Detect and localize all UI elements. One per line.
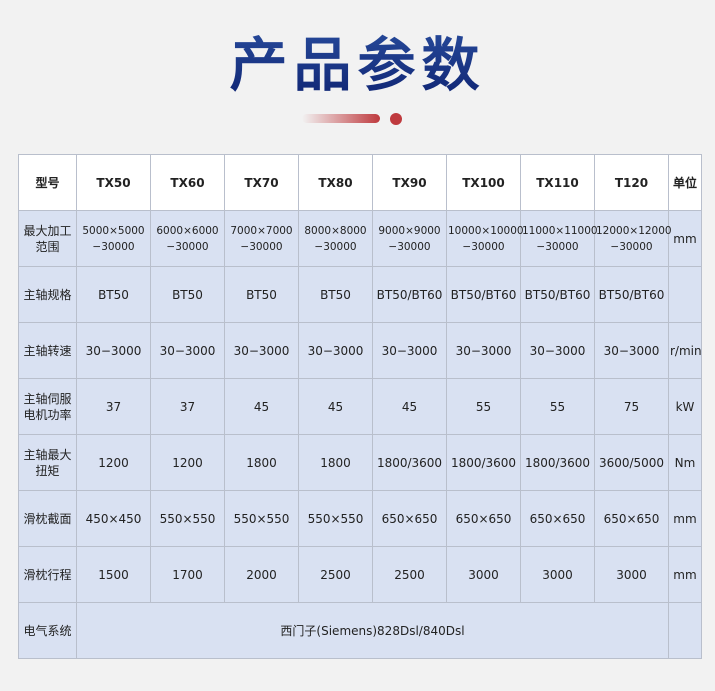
table-cell: 75 bbox=[594, 378, 669, 435]
table-cell: 10000×10000 −30000 bbox=[446, 210, 524, 267]
table-cell: 650×650 bbox=[446, 490, 521, 547]
unit-cell bbox=[668, 266, 702, 323]
table-cell: 450×450 bbox=[76, 490, 151, 547]
row-label: 滑枕截面 bbox=[18, 490, 77, 547]
table-cell: 1800/3600 bbox=[520, 434, 595, 491]
table-cell: 37 bbox=[150, 378, 225, 435]
table-cell: BT50 bbox=[298, 266, 373, 323]
title-underline-gradient bbox=[302, 114, 380, 123]
column-header: TX70 bbox=[224, 154, 299, 211]
table-row: 主轴最大扭矩 1200 1200 1800 1800 1800/3600 1800/3600… bbox=[18, 434, 702, 491]
column-header: TX50 bbox=[76, 154, 151, 211]
table-cell: 650×650 bbox=[520, 490, 595, 547]
table-cell: 3000 bbox=[446, 546, 521, 603]
column-header: T120 bbox=[594, 154, 669, 211]
row-label: 电气系统 bbox=[18, 602, 77, 659]
table-cell: 11000×11000 −30000 bbox=[520, 210, 598, 267]
row-label: 主轴伺服电机功率 bbox=[18, 378, 77, 435]
column-header: 单位 bbox=[668, 154, 702, 211]
table-cell: 45 bbox=[298, 378, 373, 435]
table-cell: 45 bbox=[372, 378, 447, 435]
column-header: TX80 bbox=[298, 154, 373, 211]
table-cell: 30−3000 bbox=[520, 322, 595, 379]
row-label: 主轴规格 bbox=[18, 266, 77, 323]
table-row: 主轴转速 30−3000 30−3000 30−3000 30−3000 30−3000 3… bbox=[18, 322, 702, 379]
table-cell: BT50/BT60 bbox=[520, 266, 595, 323]
table-cell: 650×650 bbox=[372, 490, 447, 547]
table-cell: 2500 bbox=[298, 546, 373, 603]
table-cell: 8000×8000 −30000 bbox=[298, 210, 373, 267]
table-cell: 1800 bbox=[224, 434, 299, 491]
table-cell: 2500 bbox=[372, 546, 447, 603]
table-cell: 1700 bbox=[150, 546, 225, 603]
table-cell: 9000×9000 −30000 bbox=[372, 210, 447, 267]
title-underline-dot bbox=[390, 113, 402, 125]
table-cell: BT50/BT60 bbox=[372, 266, 447, 323]
table-cell: 55 bbox=[520, 378, 595, 435]
table-cell: 550×550 bbox=[150, 490, 225, 547]
table-cell: 550×550 bbox=[298, 490, 373, 547]
table-cell: 55 bbox=[446, 378, 521, 435]
table-cell: 3600/5000 bbox=[594, 434, 669, 491]
table-cell: 45 bbox=[224, 378, 299, 435]
table-cell: BT50 bbox=[224, 266, 299, 323]
table-cell: 30−3000 bbox=[150, 322, 225, 379]
unit-cell: r/min bbox=[668, 322, 702, 379]
table-cell: 7000×7000 −30000 bbox=[224, 210, 299, 267]
table-cell: 30−3000 bbox=[446, 322, 521, 379]
table-row: 滑枕行程 1500 1700 2000 2500 2500 3000 3000 3000 mm bbox=[18, 546, 702, 603]
table-cell: 30−3000 bbox=[298, 322, 373, 379]
row-label: 最大加工范围 bbox=[18, 210, 77, 267]
table-cell: 1800/3600 bbox=[372, 434, 447, 491]
row-label: 主轴最大扭矩 bbox=[18, 434, 77, 491]
unit-cell bbox=[668, 602, 702, 659]
column-header: TX110 bbox=[520, 154, 595, 211]
unit-cell: Nm bbox=[668, 434, 702, 491]
table-cell: BT50/BT60 bbox=[446, 266, 521, 323]
unit-cell: mm bbox=[668, 490, 702, 547]
table-cell: 6000×6000 −30000 bbox=[150, 210, 225, 267]
table-cell: 30−3000 bbox=[594, 322, 669, 379]
table-cell: 1500 bbox=[76, 546, 151, 603]
table-cell: 37 bbox=[76, 378, 151, 435]
row-label: 主轴转速 bbox=[18, 322, 77, 379]
table-cell: 西门子(Siemens)828Dsl/840Dsl bbox=[76, 602, 669, 659]
table-cell: BT50 bbox=[150, 266, 225, 323]
page-title: 产品参数 bbox=[0, 18, 715, 102]
table-row: 主轴伺服电机功率 37 37 45 45 45 55 55 75 kW bbox=[18, 378, 702, 435]
table-cell: 3000 bbox=[520, 546, 595, 603]
table-row: 主轴规格 BT50 BT50 BT50 BT50 BT50/BT60 BT50/BT60 BT… bbox=[18, 266, 702, 323]
table-cell: 550×550 bbox=[224, 490, 299, 547]
table-cell: 2000 bbox=[224, 546, 299, 603]
spec-table: 型号 TX50 TX60 TX70 TX80 TX90 TX100 TX110 T120 单位 最大… bbox=[18, 154, 702, 659]
table-cell: 30−3000 bbox=[372, 322, 447, 379]
unit-cell: mm bbox=[668, 210, 702, 267]
table-cell: 1200 bbox=[76, 434, 151, 491]
unit-cell: kW bbox=[668, 378, 702, 435]
table-cell: 1800 bbox=[298, 434, 373, 491]
table-cell: 12000×12000 −30000 bbox=[594, 210, 672, 267]
table-row: 滑枕截面 450×450 550×550 550×550 550×550 650×650 6… bbox=[18, 490, 702, 547]
table-cell: 1800/3600 bbox=[446, 434, 521, 491]
table-row-electrical: 电气系统 西门子(Siemens)828Dsl/840Dsl bbox=[18, 602, 702, 659]
table-cell: 3000 bbox=[594, 546, 669, 603]
unit-cell: mm bbox=[668, 546, 702, 603]
table-cell: 1200 bbox=[150, 434, 225, 491]
column-header: TX90 bbox=[372, 154, 447, 211]
column-header: TX60 bbox=[150, 154, 225, 211]
column-header: TX100 bbox=[446, 154, 521, 211]
table-cell: 5000×5000 −30000 bbox=[76, 210, 151, 267]
column-header: 型号 bbox=[18, 154, 77, 211]
table-cell: 30−3000 bbox=[76, 322, 151, 379]
header-row: 型号 TX50 TX60 TX70 TX80 TX90 TX100 TX110 T120 单位 bbox=[18, 154, 702, 211]
row-label: 滑枕行程 bbox=[18, 546, 77, 603]
table-cell: BT50/BT60 bbox=[594, 266, 669, 323]
table-cell: 30−3000 bbox=[224, 322, 299, 379]
table-row: 最大加工范围 5000×5000 −30000 6000×6000 −30000 70… bbox=[18, 210, 702, 267]
table-cell: 650×650 bbox=[594, 490, 669, 547]
table-cell: BT50 bbox=[76, 266, 151, 323]
